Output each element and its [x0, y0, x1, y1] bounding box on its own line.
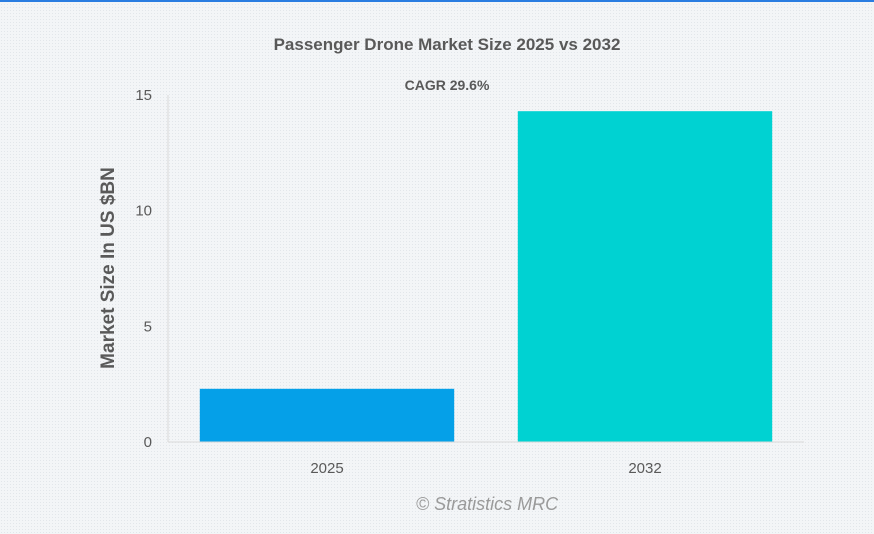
x-axis: 2025 2032: [168, 441, 804, 477]
chart-subtitle: CAGR 29.6%: [405, 77, 490, 93]
y-tick-label: 15: [135, 87, 152, 104]
bars: [199, 111, 773, 443]
top-accent-rule: [0, 0, 874, 2]
bar-2032: [517, 111, 773, 443]
chart-title: Passenger Drone Market Size 2025 vs 2032: [274, 35, 621, 54]
watermark: © Stratistics MRC: [416, 494, 559, 514]
bar-2025: [199, 388, 455, 442]
x-tick-label: 2032: [628, 460, 661, 477]
y-axis: 0 5 10 15: [135, 87, 169, 451]
x-tick-label: 2025: [310, 460, 343, 477]
y-tick-label: 10: [135, 203, 152, 220]
y-tick-label: 5: [144, 318, 152, 335]
y-axis-label: Market Size In US $BN: [98, 167, 119, 369]
y-tick-label: 0: [144, 434, 152, 451]
